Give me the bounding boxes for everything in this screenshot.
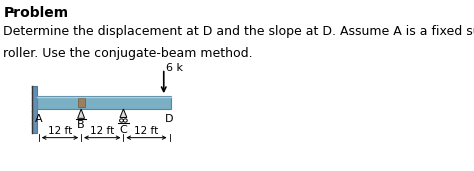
Polygon shape (78, 109, 84, 118)
Bar (32, 86, 37, 133)
Bar (37, 96, 172, 109)
Text: C: C (119, 125, 128, 135)
Text: 12 ft: 12 ft (134, 126, 159, 136)
Text: D: D (165, 114, 174, 124)
Polygon shape (120, 109, 127, 117)
Text: B: B (77, 120, 85, 130)
Circle shape (123, 119, 127, 122)
Text: A: A (35, 114, 43, 124)
Text: roller. Use the conjugate-beam method.: roller. Use the conjugate-beam method. (3, 47, 253, 60)
Bar (78, 98, 85, 107)
Text: 12 ft: 12 ft (48, 126, 72, 136)
Text: Problem: Problem (3, 6, 68, 21)
Text: 12 ft: 12 ft (90, 126, 114, 136)
Circle shape (119, 119, 123, 122)
Text: Determine the displacement at D and the slope at D. Assume A is a fixed support,: Determine the displacement at D and the … (3, 25, 474, 38)
Text: 6 k: 6 k (166, 63, 183, 73)
